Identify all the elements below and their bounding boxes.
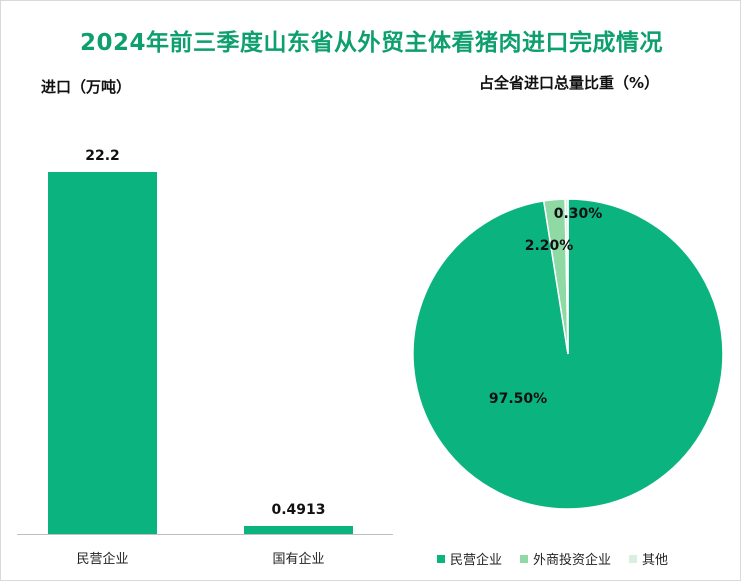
pie-data-label: 97.50% [489, 391, 547, 407]
legend-swatch [520, 554, 529, 563]
legend-item: 其他 [629, 549, 668, 568]
legend-label: 其他 [642, 553, 669, 568]
legend-swatch [437, 554, 445, 563]
legend-label: 民营企业 [450, 553, 503, 568]
pie-chart-subtitle: 占全省进口总量比重（%） [479, 74, 660, 92]
pie-data-label: 2.20% [525, 238, 574, 254]
bar-category-label: 国有企业 [272, 551, 324, 567]
legend-label: 外商投资企业 [533, 553, 612, 568]
bar-value-label: 22.2 [85, 148, 120, 164]
legend-swatch [629, 554, 638, 563]
bar-category-label: 民营企业 [76, 551, 128, 567]
pie-legend: 民营企业 外商投资企业 其他 [437, 549, 668, 568]
bar-chart-subtitle: 进口（万吨） [41, 78, 132, 96]
legend-item: 民营企业 [437, 549, 502, 568]
pie-data-label: 0.30% [554, 206, 603, 222]
chart-title: 2024年前三季度山东省从外贸主体看猪肉进口完成情况 [79, 30, 663, 56]
pie-slice [564, 198, 569, 355]
bar-value-label: 0.4913 [271, 502, 325, 518]
bar [48, 172, 157, 534]
bar [244, 525, 353, 534]
legend-item: 外商投资企业 [520, 549, 611, 568]
